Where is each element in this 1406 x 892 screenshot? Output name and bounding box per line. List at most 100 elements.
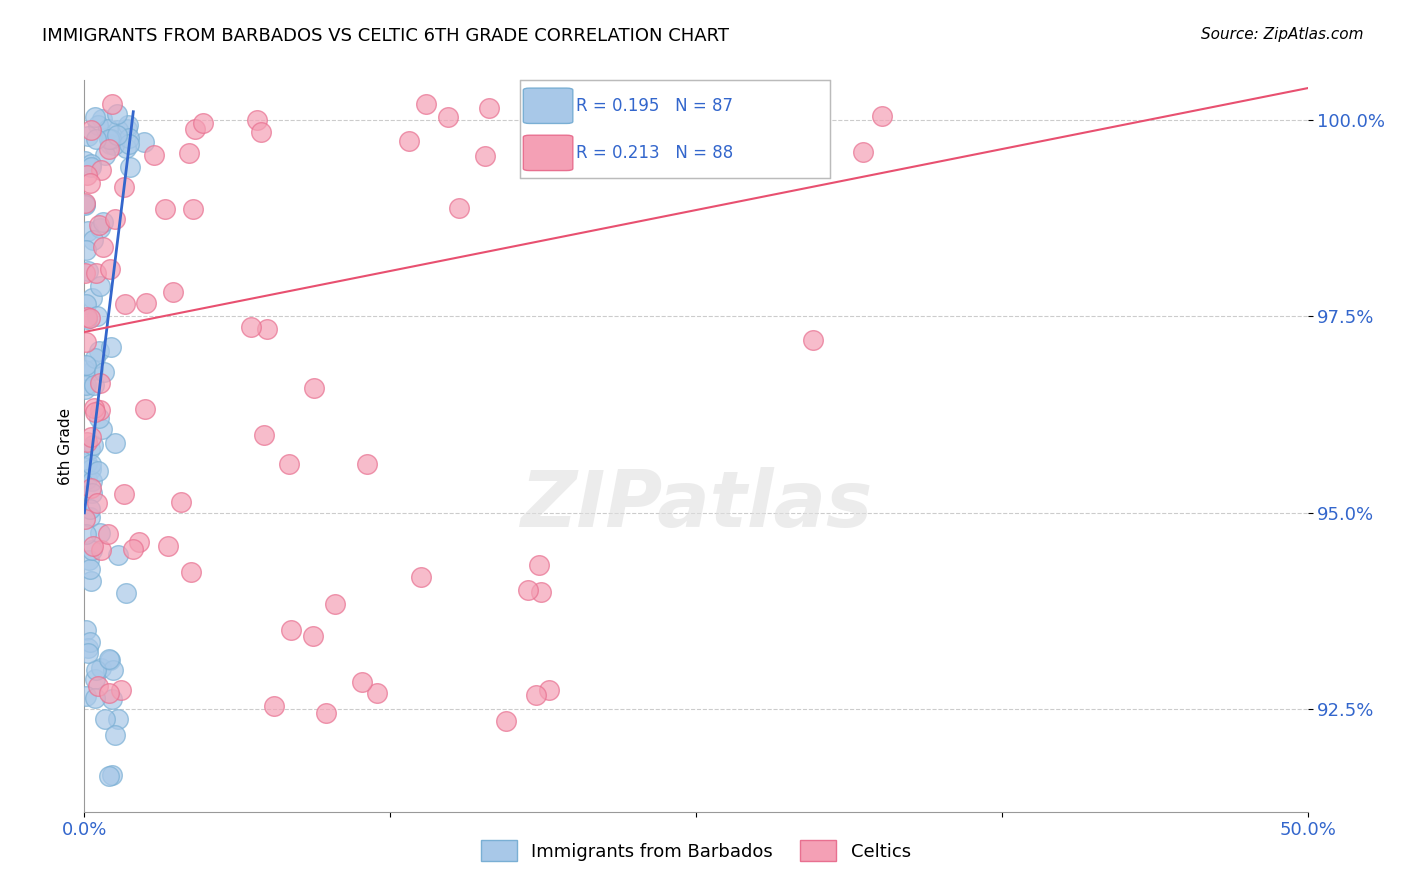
Point — [83, 405, 105, 419]
Point — [77, 552, 100, 566]
FancyBboxPatch shape — [523, 136, 572, 170]
Point — [76, 456, 98, 470]
Point — [315, 706, 337, 720]
Point — [112, 179, 135, 194]
Point — [301, 628, 323, 642]
Point — [80, 291, 103, 305]
Point — [77, 646, 100, 660]
Point — [527, 558, 550, 573]
Point — [104, 435, 127, 450]
Point — [115, 141, 138, 155]
Point — [104, 728, 127, 742]
Point — [366, 686, 388, 700]
Point — [77, 264, 100, 278]
Point — [478, 102, 501, 116]
Text: IMMIGRANTS FROM BARBADOS VS CELTIC 6TH GRADE CORRELATION CHART: IMMIGRANTS FROM BARBADOS VS CELTIC 6TH G… — [42, 27, 730, 45]
Point — [75, 358, 97, 372]
Point — [180, 565, 202, 579]
Point — [162, 285, 184, 300]
Point — [86, 310, 108, 324]
Point — [572, 129, 595, 144]
Point — [246, 113, 269, 128]
Point — [135, 295, 157, 310]
Point — [80, 574, 103, 588]
Point — [645, 105, 668, 120]
Point — [80, 457, 103, 471]
Point — [79, 176, 101, 190]
Point — [73, 266, 96, 280]
Point — [517, 582, 540, 597]
Point — [177, 146, 200, 161]
Point — [79, 635, 101, 649]
Point — [87, 679, 110, 693]
Point — [98, 142, 121, 156]
Point — [76, 310, 98, 325]
Point — [495, 714, 517, 728]
Point — [117, 118, 139, 132]
Point — [77, 128, 100, 143]
Text: R = 0.213   N = 88: R = 0.213 N = 88 — [576, 144, 733, 161]
Point — [801, 333, 824, 347]
Point — [280, 623, 302, 637]
Point — [75, 243, 97, 257]
Point — [79, 502, 101, 516]
Point — [89, 343, 111, 358]
Point — [76, 641, 98, 656]
Point — [100, 340, 122, 354]
Point — [94, 147, 117, 161]
Point — [128, 534, 150, 549]
Point — [90, 661, 112, 675]
Point — [157, 539, 180, 553]
Point — [711, 139, 734, 153]
Point — [110, 683, 132, 698]
Point — [411, 570, 433, 584]
Point — [87, 118, 110, 132]
Point — [75, 377, 97, 392]
Point — [84, 266, 107, 280]
Point — [80, 482, 103, 496]
Point — [554, 120, 576, 135]
Point — [82, 438, 104, 452]
Point — [82, 539, 104, 553]
Point — [107, 548, 129, 562]
Point — [94, 712, 117, 726]
Point — [84, 672, 107, 686]
Point — [325, 597, 347, 611]
Point — [263, 699, 285, 714]
Point — [524, 688, 547, 702]
Point — [89, 376, 111, 391]
Point — [101, 663, 124, 677]
Point — [100, 768, 122, 782]
Point — [84, 351, 107, 365]
Point — [240, 320, 263, 334]
Point — [256, 322, 278, 336]
Point — [79, 310, 101, 325]
Point — [101, 692, 124, 706]
Point — [115, 122, 138, 136]
Point — [75, 335, 97, 350]
Point — [191, 116, 214, 130]
Point — [183, 122, 205, 136]
Point — [398, 134, 420, 148]
Point — [80, 485, 103, 500]
Point — [89, 525, 111, 540]
Text: ZIPatlas: ZIPatlas — [520, 467, 872, 542]
Point — [104, 212, 127, 227]
Point — [76, 434, 98, 449]
Point — [75, 196, 97, 211]
Point — [250, 125, 273, 139]
Point — [84, 663, 107, 677]
Point — [87, 218, 110, 232]
Point — [170, 495, 193, 509]
FancyBboxPatch shape — [523, 88, 572, 123]
Text: Source: ZipAtlas.com: Source: ZipAtlas.com — [1201, 27, 1364, 42]
Point — [75, 196, 97, 211]
Point — [84, 110, 107, 124]
Point — [76, 527, 98, 541]
Point — [474, 149, 496, 163]
Point — [80, 543, 103, 558]
Point — [447, 201, 470, 215]
Point — [118, 137, 141, 152]
Point — [76, 311, 98, 326]
Point — [415, 97, 437, 112]
